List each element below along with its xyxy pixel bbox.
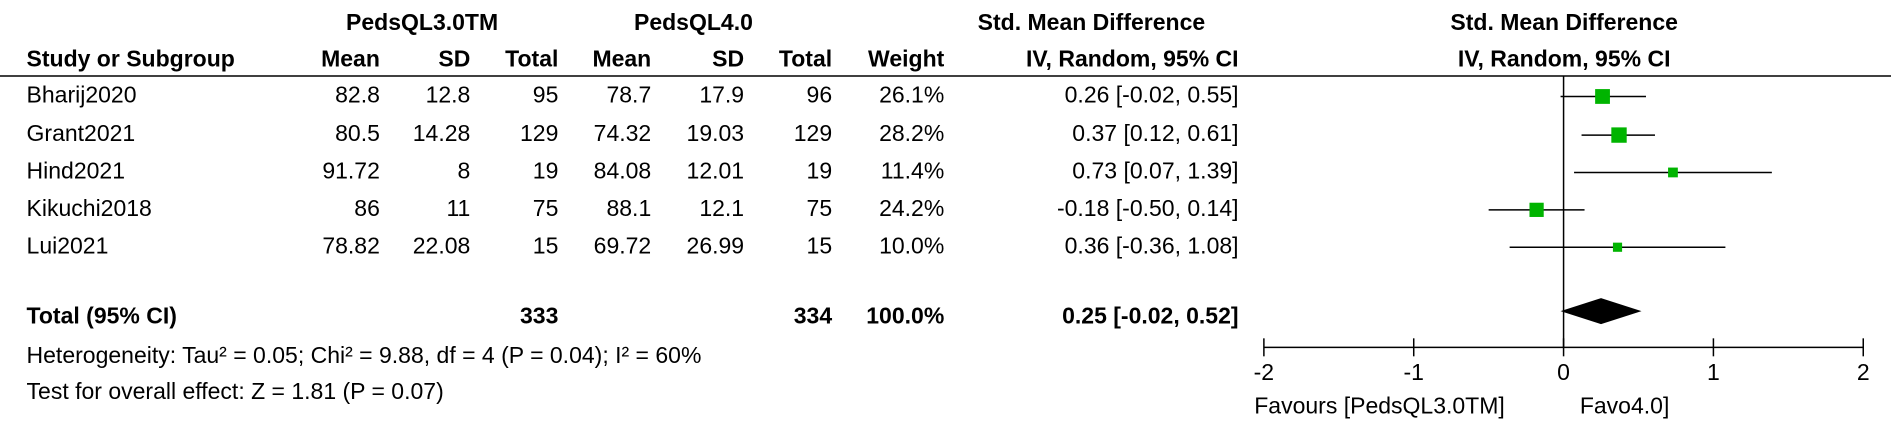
cell: 19.03 — [687, 120, 745, 146]
cell: 15 — [533, 232, 559, 258]
total-cell: 100.0% — [866, 302, 944, 328]
cell: 91.72 — [322, 158, 380, 184]
cell: 69.72 — [594, 232, 652, 258]
cell: 8 — [458, 158, 471, 184]
cell: 74.32 — [594, 120, 652, 146]
column-header: Mean — [592, 45, 651, 71]
cell: 12.8 — [426, 82, 471, 108]
cell: 26.1% — [879, 82, 944, 108]
total-name: Total (95% CI) — [27, 302, 177, 328]
cell: 12.01 — [687, 158, 745, 184]
ci-label: 0.73 [0.07, 1.39] — [1072, 158, 1238, 184]
cell: 19 — [533, 158, 559, 184]
favours-right: Favo4.0] — [1580, 393, 1670, 419]
ci-label: 0.26 [-0.02, 0.55] — [1065, 82, 1239, 108]
cell: 22.08 — [413, 232, 471, 258]
effect-marker — [1529, 202, 1544, 217]
total-diamond — [1560, 298, 1642, 325]
effect-header: Std. Mean Difference — [978, 9, 1206, 35]
cell: 10.0% — [879, 232, 944, 258]
total-ci-label: 0.25 [-0.02, 0.52] — [1062, 302, 1238, 328]
overall-effect: Test for overall effect: Z = 1.81 (P = 0… — [27, 378, 444, 404]
cell: 86 — [354, 195, 380, 221]
column-header: SD — [438, 45, 470, 71]
effect-marker — [1668, 167, 1678, 178]
cell: 24.2% — [879, 195, 944, 221]
ci-label: 0.37 [0.12, 0.61] — [1072, 120, 1238, 146]
cell: 12.1 — [699, 195, 744, 221]
effect-marker — [1611, 127, 1627, 143]
study-name: Lui2021 — [27, 232, 109, 258]
cell: 28.2% — [879, 120, 944, 146]
column-header: Study or Subgroup — [27, 45, 235, 71]
cell: 17.9 — [699, 82, 744, 108]
cell: 75 — [807, 195, 833, 221]
x-tick-label: 2 — [1857, 359, 1870, 385]
cell: 95 — [533, 82, 559, 108]
x-tick-label: 0 — [1557, 359, 1570, 385]
cell: 26.99 — [687, 232, 745, 258]
cell: 78.82 — [322, 232, 380, 258]
effect-marker — [1612, 242, 1623, 252]
cell: 129 — [520, 120, 558, 146]
study-name: Kikuchi2018 — [27, 195, 152, 221]
cell: 19 — [807, 158, 833, 184]
ci-label: -0.18 [-0.50, 0.14] — [1057, 195, 1239, 221]
study-name: Hind2021 — [27, 158, 125, 184]
cell: 15 — [807, 232, 833, 258]
cell: 75 — [533, 195, 559, 221]
cell: 129 — [794, 120, 832, 146]
x-tick-label: -1 — [1404, 359, 1424, 385]
cell: 14.28 — [413, 120, 471, 146]
cell: 11.4% — [881, 158, 945, 184]
favours-left: Favours [PedsQL3.0TM] — [1254, 393, 1505, 419]
cell: 80.5 — [335, 120, 380, 146]
heterogeneity: Heterogeneity: Tau² = 0.05; Chi² = 9.88,… — [27, 342, 702, 368]
cell: 11 — [446, 195, 470, 221]
plot-header: Std. Mean Difference — [1450, 9, 1678, 35]
column-header: Mean — [321, 45, 380, 71]
effect-subheader: IV, Random, 95% CI — [1026, 45, 1239, 71]
column-header: Weight — [868, 45, 945, 71]
column-header: Total — [779, 45, 832, 71]
ci-label: 0.36 [-0.36, 1.08] — [1065, 232, 1239, 258]
effect-marker — [1595, 89, 1610, 104]
x-tick-label: 1 — [1707, 359, 1720, 385]
cell: 82.8 — [335, 82, 380, 108]
plot-subheader: IV, Random, 95% CI — [1458, 45, 1671, 71]
cell: 96 — [807, 82, 833, 108]
total-cell: 333 — [520, 302, 558, 328]
cell: 84.08 — [594, 158, 652, 184]
column-header: SD — [712, 45, 744, 71]
group-header: PedsQL4.0 — [634, 9, 753, 35]
x-tick-label: -2 — [1254, 359, 1274, 385]
total-cell: 334 — [794, 302, 833, 328]
cell: 88.1 — [606, 195, 651, 221]
study-name: Grant2021 — [27, 120, 136, 146]
study-name: Bharij2020 — [27, 82, 137, 108]
column-header: Total — [505, 45, 558, 71]
group-header: PedsQL3.0TM — [346, 9, 498, 35]
cell: 78.7 — [606, 82, 651, 108]
